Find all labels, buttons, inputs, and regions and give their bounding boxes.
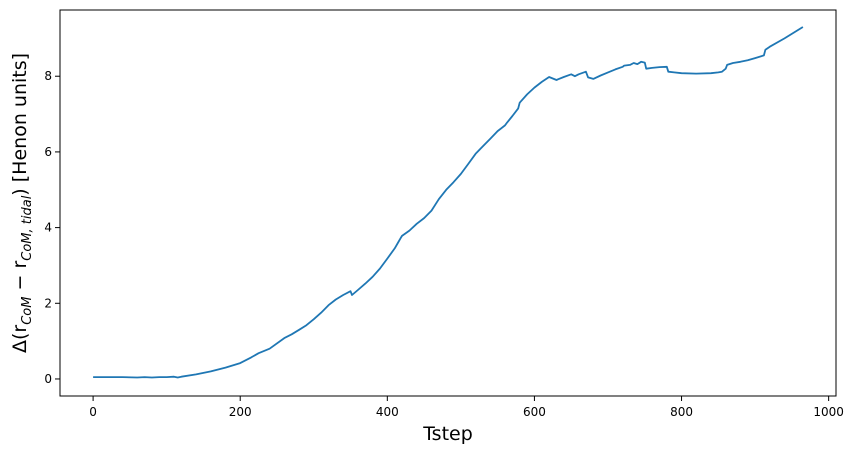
y-label-sub2: CoM, tidal — [20, 195, 35, 260]
x-tick-label: 400 — [376, 405, 399, 419]
y-label-prefix: Δ(r — [9, 325, 31, 353]
x-tick-label: 200 — [229, 405, 252, 419]
series-line — [93, 26, 804, 379]
y-label-sub1: CoM — [20, 297, 35, 325]
y-label-suffix: ) [Henon units] — [9, 53, 31, 196]
x-tick-label: 1000 — [813, 405, 844, 419]
plot-frame — [59, 9, 837, 397]
y-axis-label: Δ(rCoM − rCoM, tidal) [Henon units] — [9, 53, 35, 353]
x-tick-label: 600 — [523, 405, 546, 419]
y-tick-label: 6 — [44, 145, 52, 159]
y-tick-label: 0 — [44, 372, 52, 386]
y-tick-label: 8 — [44, 69, 52, 83]
x-axis-ticks: 0 200 400 600 800 1000 — [89, 396, 844, 419]
y-label-middle: − r — [9, 261, 31, 297]
y-axis-ticks: 0 2 4 6 8 — [44, 69, 60, 386]
x-tick-label: 800 — [670, 405, 693, 419]
y-tick-label: 4 — [44, 221, 52, 235]
y-tick-label: 2 — [44, 296, 52, 310]
series-layer — [93, 26, 804, 379]
x-tick-label: 0 — [89, 405, 97, 419]
x-axis-label: Tstep — [422, 423, 473, 445]
plot-background — [60, 10, 836, 396]
